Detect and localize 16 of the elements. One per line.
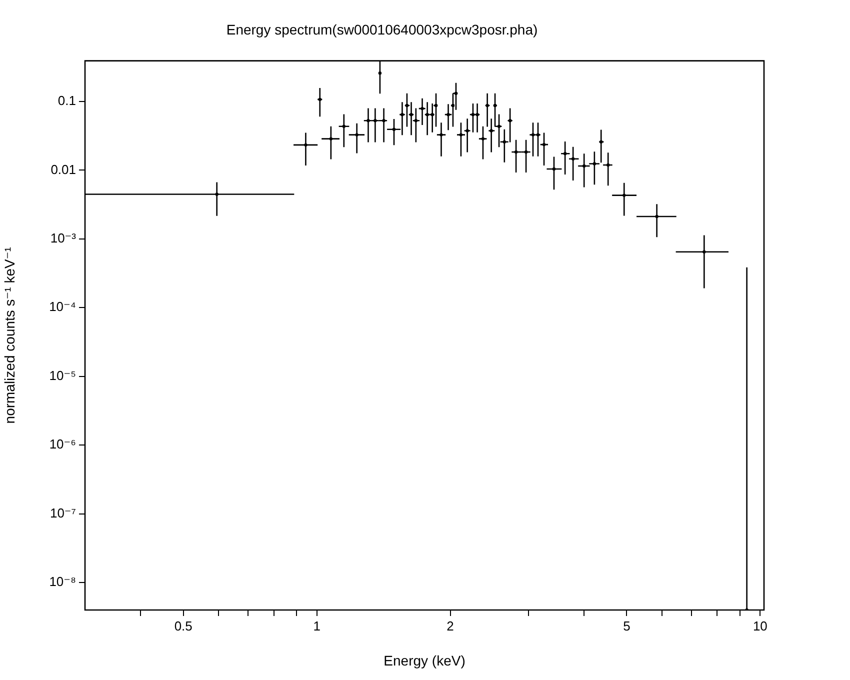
y-tick-label: 10⁻⁷ [50,505,76,520]
chart-title: Energy spectrum(sw00010640003xpcw3posr.pha) [226,21,538,38]
y-tick-label: 0.1 [58,93,76,108]
x-tick-label: 1 [313,618,320,634]
y-tick-label: 0.01 [50,162,76,177]
y-tick-label: 10⁻⁸ [49,574,76,590]
y-tick-label: 10⁻⁶ [49,436,76,452]
y-axis-title: normalized counts s⁻¹ keV⁻¹ [1,246,18,424]
x-tick-label: 2 [446,618,454,634]
x-tick-label: 10 [752,618,768,634]
y-tick-label: 10⁻⁴ [49,299,76,314]
x-tick-label: 0.5 [174,618,192,634]
x-axis-title: Energy (keV) [384,652,466,668]
y-tick-label: 10⁻³ [50,230,77,246]
y-tick-label: 10⁻⁵ [49,368,76,383]
x-tick-label: 5 [623,618,630,634]
